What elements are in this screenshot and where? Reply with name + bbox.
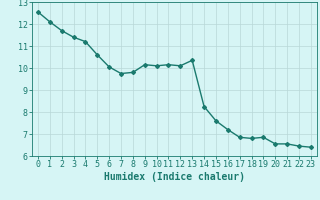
X-axis label: Humidex (Indice chaleur): Humidex (Indice chaleur) <box>104 172 245 182</box>
